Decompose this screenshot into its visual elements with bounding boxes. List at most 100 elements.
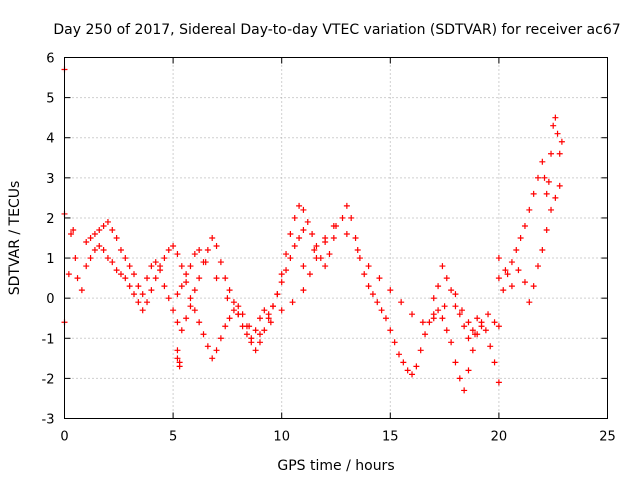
data-point bbox=[441, 303, 448, 310]
data-point bbox=[398, 299, 405, 306]
data-point bbox=[556, 182, 563, 189]
data-point bbox=[152, 275, 159, 282]
data-point bbox=[278, 307, 285, 314]
data-point bbox=[100, 222, 107, 229]
y-axis-label: SDTVAR / TECUs bbox=[7, 181, 23, 296]
data-point bbox=[91, 247, 98, 254]
data-point bbox=[122, 255, 129, 262]
series-track-a bbox=[61, 66, 307, 354]
data-point bbox=[217, 335, 224, 342]
data-point bbox=[333, 222, 339, 229]
data-point bbox=[87, 255, 94, 262]
data-point bbox=[204, 247, 211, 254]
data-point bbox=[222, 275, 229, 282]
data-point bbox=[339, 214, 346, 221]
data-point bbox=[278, 271, 285, 278]
data-point bbox=[178, 263, 185, 270]
data-point bbox=[313, 255, 320, 262]
data-point bbox=[256, 315, 263, 322]
data-point bbox=[265, 311, 272, 318]
data-point bbox=[126, 283, 133, 290]
data-point bbox=[495, 323, 502, 330]
data-point bbox=[556, 150, 563, 157]
data-point bbox=[83, 239, 90, 246]
data-point bbox=[296, 202, 303, 209]
data-point bbox=[283, 267, 290, 274]
data-point bbox=[430, 295, 437, 302]
data-point bbox=[413, 363, 420, 370]
data-point bbox=[235, 303, 242, 310]
data-point bbox=[222, 323, 229, 330]
data-point bbox=[502, 267, 509, 274]
data-point bbox=[87, 235, 94, 241]
data-point bbox=[539, 158, 546, 165]
data-point bbox=[361, 271, 368, 278]
data-point bbox=[196, 275, 203, 282]
data-point bbox=[261, 327, 268, 334]
data-point bbox=[83, 263, 90, 270]
data-point bbox=[419, 319, 426, 326]
y-tick-label: 3 bbox=[46, 172, 54, 187]
data-point bbox=[322, 235, 329, 241]
data-point bbox=[261, 307, 268, 314]
data-point bbox=[113, 267, 120, 274]
data-point bbox=[400, 359, 407, 366]
data-point bbox=[343, 230, 350, 237]
data-point bbox=[126, 263, 133, 270]
data-point bbox=[352, 235, 359, 241]
data-point bbox=[448, 287, 455, 294]
data-point bbox=[144, 275, 151, 282]
data-point bbox=[465, 319, 472, 326]
data-point bbox=[178, 327, 185, 334]
data-point bbox=[508, 259, 515, 266]
data-point bbox=[139, 291, 146, 298]
data-point bbox=[278, 279, 285, 286]
data-point bbox=[439, 263, 446, 270]
x-axis-label: GPS time / hours bbox=[277, 458, 394, 474]
data-point bbox=[461, 323, 468, 330]
data-point bbox=[404, 367, 411, 374]
data-point bbox=[144, 299, 151, 306]
data-point bbox=[552, 114, 559, 121]
y-tick-label: 0 bbox=[46, 292, 54, 307]
data-point bbox=[176, 363, 183, 370]
data-point bbox=[465, 367, 472, 374]
data-point bbox=[534, 174, 541, 181]
data-point bbox=[526, 299, 533, 306]
data-point bbox=[452, 303, 459, 310]
data-point bbox=[191, 287, 198, 294]
data-point bbox=[311, 247, 318, 254]
data-point bbox=[387, 287, 394, 294]
x-tick-label: 0 bbox=[60, 430, 68, 445]
data-point bbox=[309, 230, 316, 237]
data-point bbox=[474, 315, 481, 322]
data-point bbox=[148, 263, 155, 270]
series-track-g bbox=[495, 182, 563, 306]
y-tick-label: 1 bbox=[46, 252, 54, 267]
data-point bbox=[300, 226, 307, 233]
y-tick-label: 6 bbox=[46, 52, 54, 67]
data-point bbox=[517, 235, 524, 241]
data-point bbox=[213, 275, 220, 282]
data-point bbox=[235, 311, 242, 318]
data-point bbox=[183, 279, 190, 286]
data-point bbox=[226, 287, 233, 294]
data-point bbox=[376, 275, 383, 282]
data-point bbox=[395, 351, 402, 358]
data-point bbox=[374, 299, 381, 306]
data-point bbox=[274, 291, 281, 298]
x-tick-label: 20 bbox=[491, 430, 508, 445]
data-point bbox=[491, 319, 498, 326]
data-point bbox=[246, 323, 253, 330]
data-point bbox=[369, 291, 376, 298]
series-track-f bbox=[495, 114, 565, 294]
data-point bbox=[300, 263, 307, 270]
data-point bbox=[296, 235, 303, 241]
data-point bbox=[230, 307, 237, 314]
data-point bbox=[534, 263, 541, 270]
data-point bbox=[117, 247, 124, 254]
data-point bbox=[469, 347, 476, 354]
data-point bbox=[183, 315, 190, 322]
data-point bbox=[74, 275, 81, 282]
data-point bbox=[500, 287, 507, 294]
